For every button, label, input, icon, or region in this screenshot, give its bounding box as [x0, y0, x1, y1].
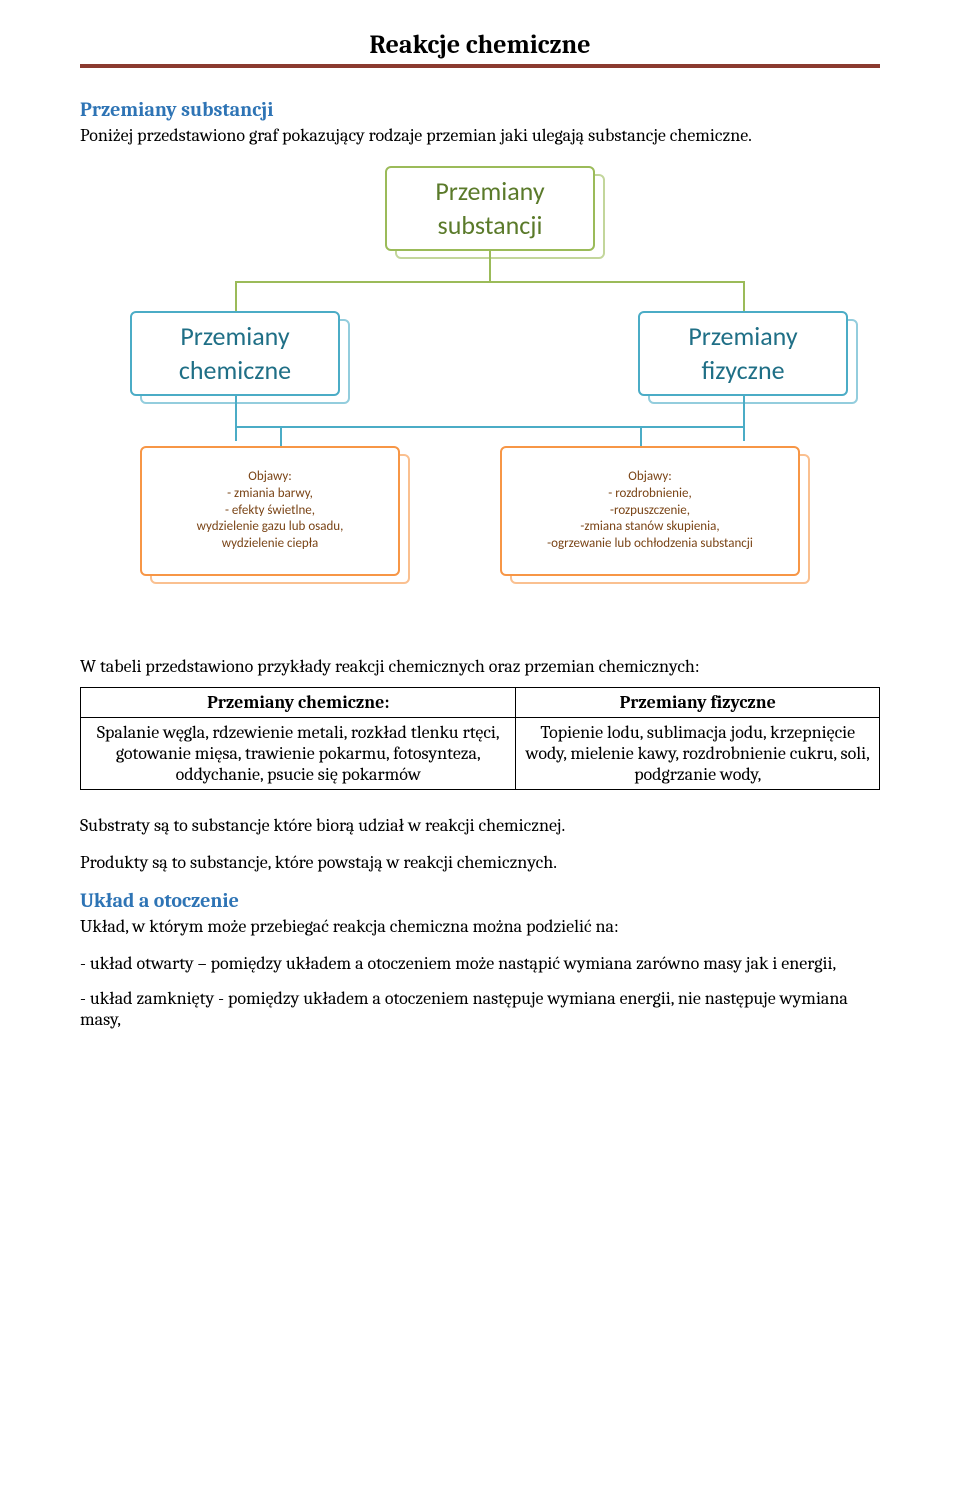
leaf-left-node: Objawy: - zmiania barwy, - efekty świetl… [140, 446, 400, 576]
leaf-right-l1: - rozdrobnienie, [608, 486, 691, 503]
conn-right-down [743, 281, 745, 311]
leaf-left-l3: wydzielenie gazu lub osadu, [197, 519, 344, 536]
conn-left-leaf [235, 396, 237, 441]
conn-leaf-left-down [280, 426, 282, 446]
para-substraty: Substraty są to substancje które biorą u… [80, 815, 880, 836]
root-line2: substancji [438, 209, 543, 243]
td-fizyczne: Topienie lodu, sublimacja jodu, krzepnię… [516, 718, 880, 790]
list-item-1: - układ otwarty – pomiędzy układem a oto… [80, 953, 880, 974]
section-heading-1: Przemiany substancji [80, 98, 880, 121]
leaf-left-l1: - zmiania barwy, [227, 486, 313, 503]
conn-root-h [235, 281, 745, 283]
conn-right-leaf [743, 396, 745, 441]
list-item-2: - układ zamknięty - pomiędzy układem a o… [80, 988, 880, 1030]
left-line2: chemiczne [179, 354, 291, 388]
root-line1: Przemiany [435, 175, 544, 209]
intro-text-1: Poniżej przedstawiono graf pokazujący ro… [80, 125, 880, 146]
left-line1: Przemiany [180, 320, 289, 354]
conn-leaf-h [235, 426, 745, 428]
th-chemiczne: Przemiany chemiczne: [81, 688, 516, 718]
leaf-left-l0: Objawy: [248, 469, 291, 486]
leaf-left-l2: - efekty świetlne, [225, 503, 315, 520]
leaf-right-node: Objawy: - rozdrobnienie, -rozpuszczenie,… [500, 446, 800, 576]
th-fizyczne: Przemiany fizyczne [516, 688, 880, 718]
comparison-table: Przemiany chemiczne: Przemiany fizyczne … [80, 687, 880, 790]
root-node: Przemiany substancji [385, 166, 595, 251]
intro-text-2: Układ, w którym może przebiegać reakcja … [80, 916, 880, 937]
right-node: Przemiany fizyczne [638, 311, 848, 396]
flowchart: Przemiany substancji Przemiany chemiczne… [80, 166, 880, 626]
right-line2: fizyczne [701, 354, 784, 388]
para-produkty: Produkty są to substancje, które powstaj… [80, 852, 880, 873]
left-node: Przemiany chemiczne [130, 311, 340, 396]
title-underline [80, 64, 880, 68]
conn-left-down [235, 281, 237, 311]
conn-leaf-right-down [640, 426, 642, 446]
right-line1: Przemiany [688, 320, 797, 354]
page-title: Reakcje chemiczne [80, 30, 880, 60]
leaf-left-l4: wydzielenie ciepła [222, 536, 318, 553]
leaf-right-l2: -rozpuszczenie, [610, 503, 690, 520]
td-chemiczne: Spalanie węgla, rdzewienie metali, rozkł… [81, 718, 516, 790]
leaf-right-l0: Objawy: [628, 469, 671, 486]
leaf-right-l3: -zmiana stanów skupienia, [580, 519, 719, 536]
section-heading-2: Układ a otoczenie [80, 889, 880, 912]
conn-root-down [489, 251, 491, 281]
leaf-right-l4: -ogrzewanie lub ochłodzenia substancji [547, 536, 753, 553]
table-intro: W tabeli przedstawiono przykłady reakcji… [80, 656, 880, 677]
